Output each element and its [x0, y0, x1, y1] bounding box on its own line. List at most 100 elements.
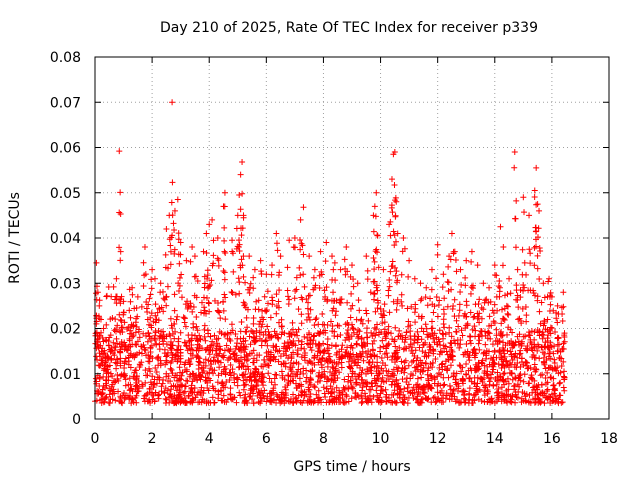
data-point — [232, 330, 239, 337]
data-point — [121, 319, 128, 326]
data-point — [183, 368, 190, 375]
data-point — [517, 347, 524, 354]
data-point — [205, 347, 212, 354]
data-point — [167, 242, 174, 249]
data-point — [526, 246, 533, 253]
data-point — [363, 253, 370, 260]
data-point — [403, 345, 410, 352]
data-point — [117, 358, 124, 365]
data-point — [194, 353, 201, 360]
data-point — [398, 298, 405, 305]
data-point — [116, 244, 123, 251]
data-point — [441, 381, 448, 388]
data-point — [493, 332, 500, 339]
data-point — [171, 335, 178, 342]
data-point — [448, 340, 455, 347]
data-point — [486, 322, 493, 329]
data-point — [436, 327, 443, 334]
data-point — [497, 373, 504, 380]
data-point — [439, 349, 446, 356]
y-tick-label: 0.01 — [50, 367, 81, 383]
data-point — [212, 347, 219, 354]
data-point — [189, 378, 196, 385]
data-point — [148, 276, 155, 283]
data-point — [201, 333, 208, 340]
data-point — [424, 302, 431, 309]
data-point — [353, 340, 360, 347]
data-point — [549, 325, 556, 332]
data-point — [307, 306, 314, 313]
data-point — [373, 377, 380, 384]
data-point — [424, 331, 431, 338]
x-tick-label: 0 — [91, 431, 100, 447]
data-point — [234, 382, 241, 389]
data-point — [145, 329, 152, 336]
data-point — [200, 367, 207, 374]
data-point — [282, 384, 289, 391]
data-point — [263, 271, 270, 278]
data-point — [435, 336, 442, 343]
data-point — [204, 275, 211, 282]
data-point — [329, 253, 336, 260]
data-point — [426, 341, 433, 348]
data-point — [374, 305, 381, 312]
data-point — [414, 375, 421, 382]
data-point — [521, 209, 528, 216]
data-point — [478, 315, 485, 322]
data-point — [300, 204, 307, 211]
data-point — [275, 304, 282, 311]
data-point — [295, 366, 302, 373]
data-point — [241, 398, 248, 405]
y-tick-label: 0.04 — [50, 231, 81, 247]
data-point — [423, 360, 430, 367]
data-point — [359, 348, 366, 355]
data-point — [418, 396, 425, 403]
data-point — [227, 385, 234, 392]
data-point — [256, 329, 263, 336]
data-point — [305, 299, 312, 306]
data-point — [486, 284, 493, 291]
data-point — [101, 365, 108, 372]
data-point — [520, 287, 527, 294]
data-point — [374, 249, 381, 256]
data-point — [338, 359, 345, 366]
data-point — [215, 372, 222, 379]
data-point — [232, 291, 239, 298]
data-point — [316, 284, 323, 291]
data-point — [240, 273, 247, 280]
data-point — [293, 359, 300, 366]
data-point — [261, 356, 268, 363]
data-point — [371, 337, 378, 344]
data-point — [340, 384, 347, 391]
data-point — [311, 332, 318, 339]
data-point — [390, 298, 397, 305]
data-point — [478, 359, 485, 366]
data-point — [226, 355, 233, 362]
data-point — [348, 384, 355, 391]
data-point — [193, 354, 200, 361]
data-point — [498, 365, 505, 372]
data-point — [116, 296, 123, 303]
data-point — [412, 347, 419, 354]
data-point — [114, 372, 121, 379]
data-point — [501, 317, 508, 324]
data-point — [389, 209, 396, 216]
data-point — [518, 338, 525, 345]
data-point — [364, 354, 371, 361]
data-point — [547, 301, 554, 308]
data-point — [418, 315, 425, 322]
data-point — [220, 392, 227, 399]
data-point — [448, 333, 455, 340]
data-point — [211, 354, 218, 361]
data-point — [459, 375, 466, 382]
data-point — [501, 350, 508, 357]
data-point — [338, 353, 345, 360]
data-point — [306, 316, 313, 323]
data-point — [163, 293, 170, 300]
data-point — [382, 333, 389, 340]
data-point — [296, 264, 303, 271]
data-point — [520, 397, 527, 404]
data-point — [501, 305, 508, 312]
data-point — [133, 379, 140, 386]
data-point — [407, 336, 414, 343]
